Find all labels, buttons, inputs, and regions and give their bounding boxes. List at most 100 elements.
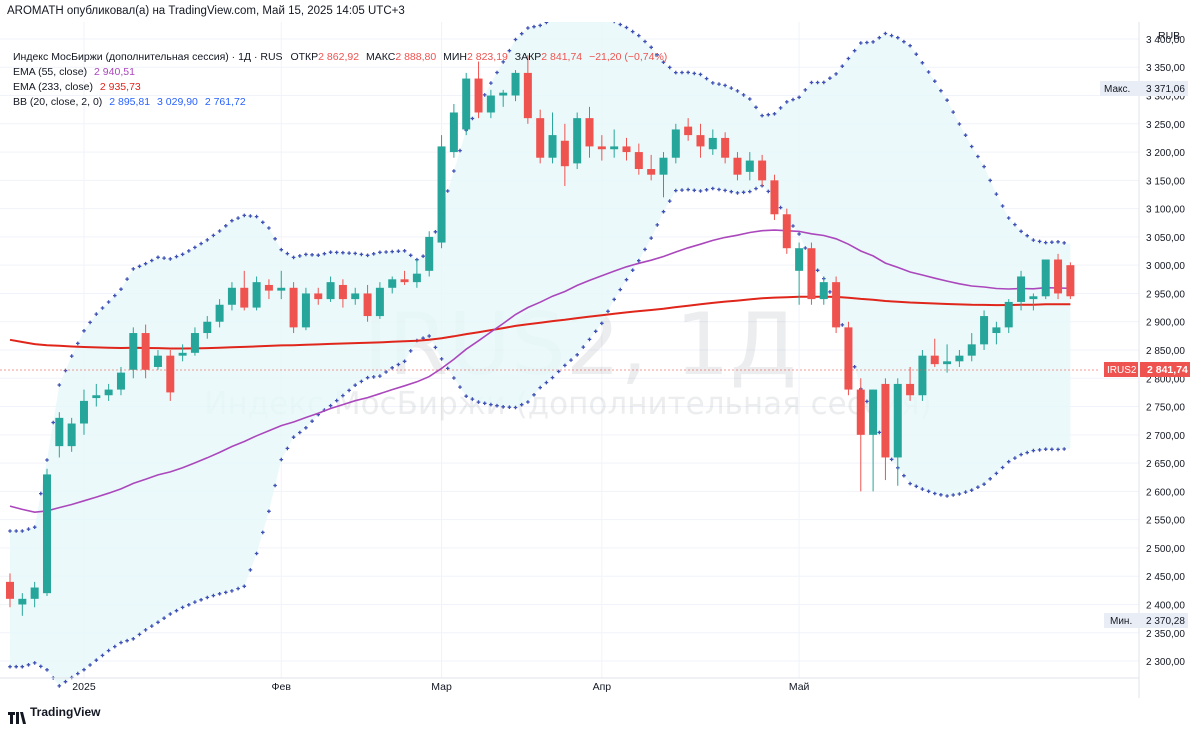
candle[interactable] <box>338 279 347 308</box>
candle[interactable] <box>597 135 606 161</box>
candle[interactable] <box>462 72 471 136</box>
price-scale[interactable]: 3 400,00 3 350,00 3 300,00 3 250,00 3 200,00… <box>1146 35 1185 668</box>
candle[interactable] <box>560 123 569 186</box>
candle[interactable] <box>289 282 298 334</box>
candle[interactable] <box>622 137 631 161</box>
legend-ema233-row[interactable]: EMA (233, close) 2 935,73 <box>13 80 667 95</box>
candle[interactable] <box>166 350 175 401</box>
candle[interactable] <box>375 282 384 319</box>
bb-lower-point <box>748 189 752 194</box>
candle[interactable] <box>918 350 927 401</box>
candle[interactable] <box>511 70 520 102</box>
candle[interactable] <box>659 152 668 198</box>
candle[interactable] <box>277 270 286 300</box>
candle[interactable] <box>610 129 619 158</box>
candle[interactable] <box>819 276 828 305</box>
candle[interactable] <box>388 276 397 294</box>
candle[interactable] <box>486 89 495 119</box>
candle[interactable] <box>1041 259 1050 300</box>
candle[interactable] <box>721 132 730 164</box>
time-scale[interactable]: 2025 Фев Мар Апр Май <box>72 681 809 693</box>
candle[interactable] <box>215 299 224 328</box>
candle[interactable] <box>536 109 545 164</box>
candle[interactable] <box>1066 262 1075 300</box>
candle[interactable] <box>573 112 582 170</box>
candle[interactable] <box>708 129 717 155</box>
candle[interactable] <box>363 284 372 322</box>
candle[interactable] <box>400 270 409 285</box>
candle[interactable] <box>992 321 1001 345</box>
candle[interactable] <box>252 276 261 311</box>
candle[interactable] <box>548 112 557 164</box>
candle-body <box>92 395 101 399</box>
candle[interactable] <box>930 338 939 367</box>
candle[interactable] <box>684 118 693 141</box>
candle[interactable] <box>449 104 458 158</box>
candle[interactable] <box>795 242 804 305</box>
candle[interactable] <box>1017 270 1026 311</box>
price-chart[interactable]: IRUS2, 1Д Индекс МосБиржи (дополнительна… <box>0 22 1200 698</box>
candle[interactable] <box>906 366 915 401</box>
candle[interactable] <box>18 593 27 616</box>
candle[interactable] <box>227 282 236 311</box>
candle[interactable] <box>770 174 779 220</box>
candle[interactable] <box>203 316 212 339</box>
candle[interactable] <box>264 279 273 300</box>
candle[interactable] <box>55 412 64 458</box>
candle[interactable] <box>326 276 335 302</box>
candle[interactable] <box>881 378 890 481</box>
candle[interactable] <box>141 324 150 379</box>
candle[interactable] <box>832 276 841 334</box>
candle[interactable] <box>314 287 323 305</box>
ema55-line <box>9 229 1071 514</box>
candle[interactable] <box>104 383 113 401</box>
candle[interactable] <box>92 383 101 407</box>
candle[interactable] <box>412 259 421 288</box>
candle[interactable] <box>30 581 39 608</box>
candle[interactable] <box>782 208 791 254</box>
candle[interactable] <box>980 310 989 350</box>
legend-ema55-row[interactable]: EMA (55, close) 2 940,51 <box>13 65 667 80</box>
candle[interactable] <box>671 123 680 164</box>
candle[interactable] <box>634 143 643 175</box>
candle[interactable] <box>351 287 360 305</box>
candle[interactable] <box>647 154 656 181</box>
candle[interactable] <box>437 135 446 249</box>
candle[interactable] <box>190 327 199 356</box>
candle[interactable] <box>425 231 434 277</box>
candle[interactable] <box>79 389 88 435</box>
candle[interactable] <box>893 378 902 486</box>
candle[interactable] <box>745 152 754 181</box>
candle[interactable] <box>856 378 865 492</box>
candle[interactable] <box>1029 293 1038 311</box>
candle[interactable] <box>178 344 187 362</box>
candle[interactable] <box>943 344 952 373</box>
chart-area[interactable]: IRUS2, 1Д Индекс МосБиржи (дополнительна… <box>0 22 1200 698</box>
candle[interactable] <box>955 350 964 367</box>
candle[interactable] <box>523 55 532 124</box>
candle[interactable] <box>807 242 816 305</box>
candle[interactable] <box>869 389 878 492</box>
candle[interactable] <box>758 154 767 186</box>
candle[interactable] <box>733 152 742 181</box>
candle[interactable] <box>474 61 483 119</box>
candle[interactable] <box>67 417 76 452</box>
candle[interactable] <box>967 333 976 362</box>
candle[interactable] <box>696 123 705 158</box>
candle[interactable] <box>844 321 853 396</box>
bb-lower-point <box>612 297 616 302</box>
legend-bb-row[interactable]: BB (20, close, 2, 0) 2 895,81 3 029,90 2… <box>13 95 667 110</box>
candle[interactable] <box>6 573 14 608</box>
candle[interactable] <box>1054 253 1063 300</box>
candle[interactable] <box>499 89 508 107</box>
candles[interactable] <box>6 55 1075 616</box>
bb-lower-point <box>704 188 709 192</box>
candle[interactable] <box>42 468 51 596</box>
currency-label[interactable]: RUB <box>1158 30 1180 42</box>
candle[interactable] <box>116 366 125 396</box>
candle[interactable] <box>301 287 310 331</box>
candle[interactable] <box>1004 299 1013 334</box>
candle[interactable] <box>240 270 249 311</box>
candle[interactable] <box>153 350 162 370</box>
candle[interactable] <box>585 106 594 158</box>
